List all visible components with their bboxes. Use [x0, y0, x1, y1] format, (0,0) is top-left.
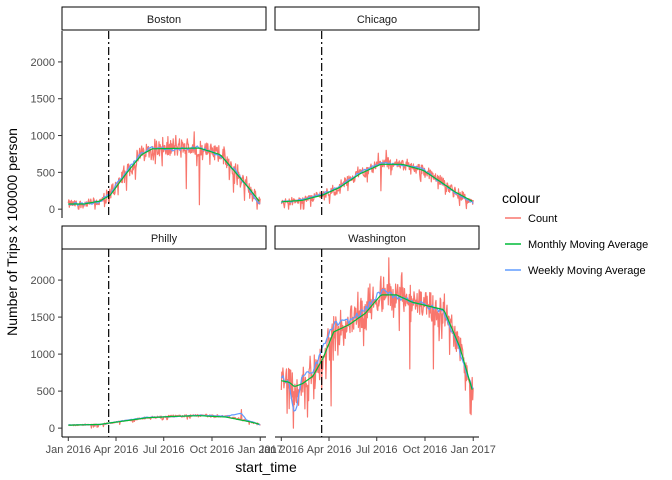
facet-strip	[274, 6, 480, 31]
legend: colour Count Monthly Moving Average Weekly…	[502, 190, 648, 277]
x-tick-label: Jan 2017	[451, 444, 496, 456]
panel-series	[67, 131, 261, 210]
facet-strip-label: Philly	[151, 233, 178, 245]
weekly-moving-average-line	[280, 288, 474, 412]
y-tick-label: 0	[49, 423, 55, 435]
y-tick-label: 500	[37, 167, 55, 179]
x-tick-label: Jul 2016	[356, 444, 398, 456]
legend-label: Weekly Moving Average	[528, 265, 646, 277]
count-line	[280, 257, 474, 429]
legend-item: Monthly Moving Average	[505, 239, 648, 251]
facet-panel-philly: Philly	[61, 225, 267, 437]
legend-title: colour	[502, 190, 540, 206]
panel-series	[280, 257, 474, 429]
facet-panel-chicago: Chicago	[274, 6, 480, 218]
facet-strip	[274, 225, 480, 250]
y-tick-label: 1000	[31, 131, 55, 143]
x-tick-label: Apr 2016	[94, 444, 139, 456]
panel-series	[68, 409, 261, 429]
y-tick-label: 2000	[31, 275, 55, 287]
facet-panel-boston: Boston	[61, 6, 267, 218]
facet-strip-label: Chicago	[357, 14, 397, 26]
x-tick-label: Apr 2016	[307, 444, 352, 456]
facet-panels: Boston Chicago Philly Washington	[61, 6, 480, 437]
monthly-moving-average-line	[281, 294, 473, 390]
facet-strip-label: Washington	[348, 233, 406, 245]
x-tick-label: Jul 2016	[143, 444, 185, 456]
count-line	[68, 409, 261, 429]
y-tick-label: 1000	[31, 349, 55, 361]
axes: 0 500 1000 1500 2000 0 500 1000 1500 2000 Jan 2016…	[31, 31, 496, 456]
count-line	[67, 131, 261, 210]
legend-item: Count	[505, 213, 557, 225]
x-tick-label: Jan 2017	[238, 444, 283, 456]
y-tick-label: 1500	[31, 94, 55, 106]
weekly-moving-average-line	[68, 412, 261, 426]
x-tick-label: Oct 2016	[403, 444, 448, 456]
facet-strip	[61, 6, 267, 31]
x-tick-label: Oct 2016	[190, 444, 235, 456]
legend-item: Weekly Moving Average	[505, 265, 646, 277]
y-tick-label: 500	[37, 386, 55, 398]
monthly-moving-average-line	[281, 163, 473, 203]
y-tick-label: 2000	[31, 57, 55, 69]
y-tick-label: 1500	[31, 312, 55, 324]
monthly-moving-average-line	[68, 147, 260, 205]
x-tick-label: Jan 2016	[259, 444, 304, 456]
facet-strip-label: Boston	[147, 14, 181, 26]
facet-panel-washington: Washington	[274, 225, 480, 437]
monthly-moving-average-line	[68, 415, 260, 426]
x-axis-title: start_time	[235, 459, 297, 475]
legend-label: Monthly Moving Average	[528, 239, 648, 251]
facet-strip	[61, 225, 267, 250]
panel-series	[280, 149, 474, 210]
y-axis-title: Number of Trips x 100000 person	[4, 128, 20, 336]
x-tick-label: Jan 2016	[46, 444, 91, 456]
legend-label: Count	[528, 213, 557, 225]
weekly-moving-average-line	[68, 145, 261, 206]
y-tick-label: 0	[49, 204, 55, 216]
count-line	[280, 149, 474, 210]
